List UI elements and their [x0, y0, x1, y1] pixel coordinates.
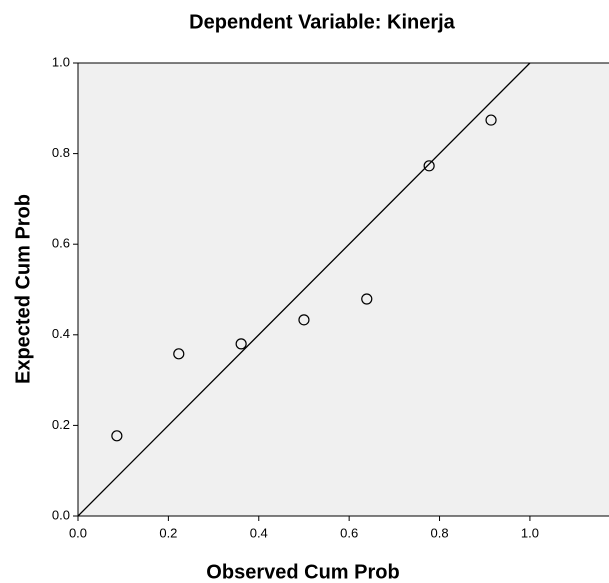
reference-line — [78, 63, 531, 516]
x-tick-label: 1.0 — [521, 525, 539, 540]
point — [298, 314, 310, 326]
chart-title: Dependent Variable: Kinerja — [189, 11, 456, 33]
plot-border — [77, 62, 609, 517]
point — [235, 338, 247, 350]
x-tick-label: 0.6 — [340, 525, 358, 540]
plot-area — [78, 63, 609, 516]
y-tick-label: 1.0 — [52, 54, 70, 69]
x-tick-label: 0.4 — [250, 525, 268, 540]
point — [423, 160, 435, 172]
y-tick-label: 0.6 — [52, 236, 70, 251]
x-tick-label: 0.0 — [69, 525, 87, 540]
y-axis-label: Expected Cum Prob — [12, 194, 34, 384]
x-axis-label: Observed Cum Prob — [206, 561, 399, 583]
y-tick-label: 0.8 — [52, 145, 70, 160]
y-tick-label: 0.4 — [52, 326, 70, 341]
point — [485, 114, 497, 126]
x-tick-label: 0.8 — [430, 525, 448, 540]
x-tick-label: 0.2 — [159, 525, 177, 540]
point — [173, 348, 185, 360]
y-tick-label: 0.0 — [52, 507, 70, 522]
y-tick-label: 0.2 — [52, 417, 70, 432]
point — [361, 293, 373, 305]
point — [111, 430, 123, 442]
